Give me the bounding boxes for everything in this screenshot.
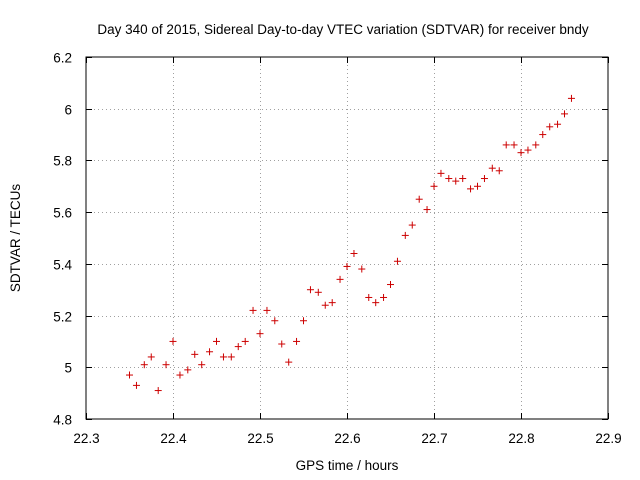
y-tick-label: 5.6 (53, 206, 72, 221)
data-point (510, 141, 518, 149)
data-point (263, 306, 271, 314)
data-point (219, 353, 227, 361)
data-point (423, 206, 431, 214)
data-point (532, 141, 540, 149)
data-point (154, 387, 162, 395)
data-point (401, 231, 409, 239)
data-point (467, 185, 475, 193)
data-point (126, 371, 133, 379)
data-point (488, 164, 496, 172)
data-point (140, 361, 148, 369)
data-point (480, 175, 488, 183)
y-tick-label: 6 (64, 103, 72, 118)
data-point (437, 169, 445, 177)
data-point (380, 293, 388, 301)
data-point (365, 293, 373, 301)
data-point (278, 340, 286, 348)
data-point (415, 195, 423, 203)
x-tick-label: 22.9 (595, 431, 621, 446)
data-point (430, 182, 438, 190)
data-point (459, 175, 467, 183)
data-point (517, 149, 525, 157)
data-point (336, 275, 344, 283)
data-point (162, 361, 170, 369)
data-point (234, 343, 242, 351)
x-tick-label: 22.3 (73, 431, 99, 446)
data-point (350, 250, 358, 258)
x-tick-label: 22.7 (421, 431, 447, 446)
data-point (554, 120, 562, 128)
data-point (321, 301, 329, 309)
data-point (147, 353, 155, 361)
y-tick-label: 6.2 (53, 51, 72, 66)
data-point (314, 288, 322, 296)
data-point (306, 286, 314, 294)
y-tick-label: 5.2 (53, 310, 72, 325)
y-tick-label: 5.4 (53, 258, 72, 273)
chart-title: Day 340 of 2015, Sidereal Day-to-day VTE… (97, 22, 588, 37)
data-point (227, 353, 235, 361)
data-point (198, 361, 206, 369)
data-point (169, 337, 177, 345)
data-point (343, 262, 351, 270)
data-point (184, 366, 192, 374)
data-point (546, 123, 554, 131)
data-point (271, 317, 279, 325)
x-tick-label: 22.5 (247, 431, 273, 446)
x-tick-label: 22.8 (508, 431, 534, 446)
data-point (445, 175, 453, 183)
data-point (328, 299, 336, 307)
y-tick-label: 5.8 (53, 154, 72, 169)
data-point (524, 146, 532, 154)
data-point (567, 94, 575, 102)
data-point (132, 381, 140, 389)
data-point (387, 281, 394, 289)
data-point (561, 110, 568, 118)
data-point (176, 371, 184, 379)
data-point (408, 221, 416, 229)
data-point (293, 337, 301, 345)
data-point (256, 330, 264, 338)
data-point (539, 131, 547, 139)
data-point (495, 167, 503, 175)
axis-ticks: 22.3 22.4 22.5 22.6 22.7 22.8 22.9 4.8 5 5.2 5.4 5.… (53, 51, 621, 447)
data-points (126, 94, 575, 395)
data-point (474, 182, 481, 190)
data-point (300, 317, 307, 325)
data-point (452, 177, 460, 185)
x-tick-label: 22.4 (160, 431, 187, 446)
data-point (206, 348, 214, 356)
data-point (285, 358, 293, 366)
data-point (249, 306, 257, 314)
data-point (191, 350, 199, 358)
x-axis-label: GPS time / hours (296, 458, 399, 473)
data-point (213, 337, 220, 345)
data-point (502, 141, 510, 149)
data-point (372, 299, 380, 307)
data-point (393, 257, 401, 265)
y-tick-label: 4.8 (53, 413, 72, 428)
data-point (241, 337, 249, 345)
data-point (358, 265, 366, 273)
x-tick-label: 22.6 (334, 431, 360, 446)
y-axis-label: SDTVAR / TECUs (8, 184, 23, 293)
y-tick-label: 5 (64, 361, 72, 376)
